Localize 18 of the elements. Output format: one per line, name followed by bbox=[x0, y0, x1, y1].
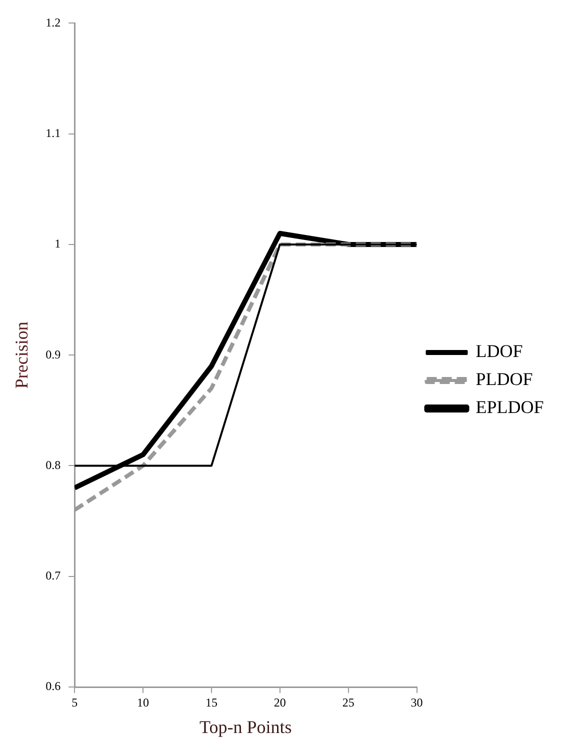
y-tick-label: 1 bbox=[54, 236, 61, 251]
x-tick-label: 20 bbox=[274, 695, 286, 710]
legend-label: PLDOF bbox=[476, 369, 533, 390]
y-tick-label: 0.9 bbox=[46, 347, 61, 362]
x-tick-label: 30 bbox=[410, 695, 423, 710]
x-tick-label: 5 bbox=[72, 695, 78, 710]
y-tick-label: 0.6 bbox=[46, 679, 61, 694]
y-tick-label: 0.7 bbox=[46, 568, 61, 583]
x-tick-label: 10 bbox=[137, 695, 150, 710]
y-tick-label: 1.1 bbox=[46, 126, 61, 140]
x-tick-label: 15 bbox=[205, 695, 218, 710]
legend-label: LDOF bbox=[476, 341, 523, 362]
y-axis-title: Precision bbox=[12, 322, 32, 389]
x-tick-label: 25 bbox=[342, 695, 354, 710]
x-axis-title: Top-n Points bbox=[200, 716, 292, 737]
legend-label: EPLDOF bbox=[476, 397, 544, 418]
y-tick-label: 0.8 bbox=[46, 458, 61, 472]
y-tick-label: 1.2 bbox=[46, 15, 61, 30]
